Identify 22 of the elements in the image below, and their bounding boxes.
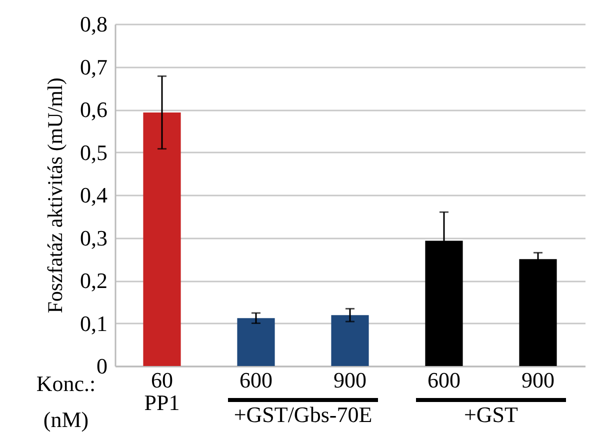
y-tick-label: 0,1 — [80, 310, 108, 336]
text: +GST — [464, 402, 518, 427]
x-tick-label: 900 — [334, 368, 366, 392]
y-tick-label: 0,2 — [80, 268, 108, 293]
y-tick-label: 0,5 — [80, 140, 108, 165]
y-tick-label: 0,6 — [80, 97, 108, 122]
bar — [331, 315, 369, 366]
y-tick-label: 0,7 — [80, 54, 108, 80]
text: +GST/Gbs-70E — [234, 402, 372, 427]
x-tick-label: 600 — [428, 368, 460, 392]
x-tick-label: 60 — [151, 368, 173, 392]
text: PP1 — [144, 390, 180, 415]
y-tick-label: 0 — [96, 354, 108, 378]
y-tick-label: 0,4 — [80, 182, 108, 208]
bar — [143, 112, 181, 366]
y-axis-title: Foszfatáz aktivitás (mU/ml) — [43, 78, 67, 314]
x-tick-label: 600 — [240, 368, 272, 392]
bar — [237, 318, 275, 366]
y-tick-label: 0,8 — [80, 12, 108, 36]
x-tick-label: 900 — [522, 368, 554, 392]
x-axis-title: Konc.: (nM) — [36, 371, 96, 432]
y-tick-label: 0,3 — [80, 225, 108, 250]
